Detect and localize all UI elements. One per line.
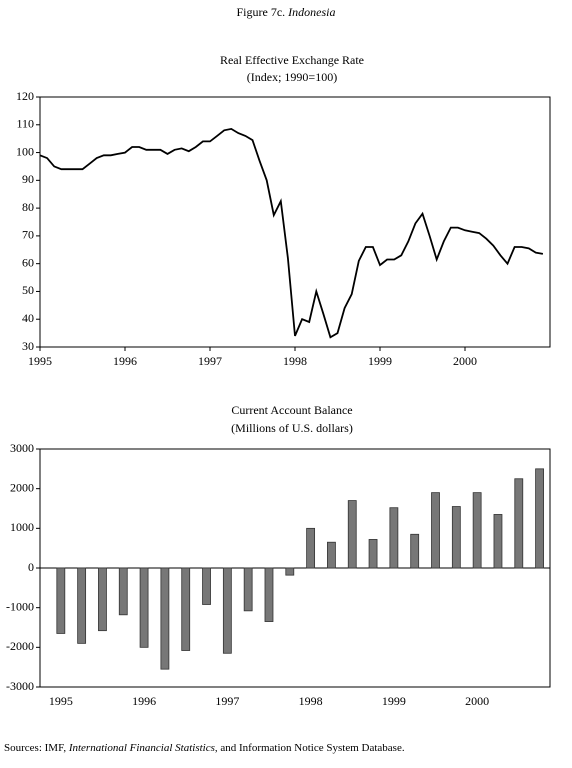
title-prefix: Figure 7c. <box>237 5 286 19</box>
y-tick-label: 60 <box>22 255 34 269</box>
x-tick-label: 1998 <box>283 354 307 368</box>
bar <box>98 567 107 632</box>
bar <box>77 567 87 644</box>
y-tick-label: -1000 <box>6 599 34 613</box>
y-tick-label: 3000 <box>10 441 34 455</box>
x-tick-label: 1995 <box>49 694 73 708</box>
bar <box>347 500 357 569</box>
chart-subtitle: (Millions of U.S. dollars) <box>231 421 353 435</box>
line-series <box>39 127 544 339</box>
bar <box>243 567 253 612</box>
bar <box>535 468 544 569</box>
x-tick-label: 1996 <box>113 354 137 368</box>
y-tick-label: 0 <box>28 560 34 574</box>
x-tick-label: 1995 <box>28 354 52 368</box>
bar <box>264 567 274 622</box>
bar <box>368 539 378 569</box>
bar <box>202 567 211 605</box>
x-tick-label: 1996 <box>132 694 156 708</box>
chart-subtitle: (Index; 1990=100) <box>247 70 337 84</box>
bar <box>514 478 524 569</box>
x-tick-label: 1998 <box>299 694 323 708</box>
chart-title: Real Effective Exchange Rate <box>220 53 364 67</box>
y-tick-label: 40 <box>22 311 34 325</box>
bar <box>222 567 232 654</box>
y-tick-label: -2000 <box>6 639 34 653</box>
y-tick-label: -3000 <box>6 679 34 693</box>
bar <box>389 507 399 569</box>
figure-title: Figure 7c. Indonesia <box>237 5 336 19</box>
bar <box>118 567 128 616</box>
title-country: Indonesia <box>287 5 335 19</box>
y-tick-label: 2000 <box>10 480 34 494</box>
y-tick-label: 70 <box>22 228 34 242</box>
chart-title: Current Account Balance <box>231 403 352 417</box>
source-note: Sources: IMF, International Financial St… <box>4 742 405 754</box>
y-tick-label: 120 <box>16 89 34 103</box>
bar <box>139 567 149 648</box>
source-prefix: Sources: IMF, <box>4 742 66 754</box>
bar <box>181 567 191 651</box>
bar <box>306 527 316 569</box>
bar <box>431 492 440 569</box>
y-tick-label: 100 <box>16 144 34 158</box>
source-italic: International Financial Statistics <box>68 742 215 754</box>
y-tick-label: 90 <box>22 172 34 186</box>
bar <box>160 567 170 670</box>
bar <box>410 533 420 569</box>
bar <box>451 506 461 569</box>
bar <box>327 541 336 569</box>
x-tick-label: 1999 <box>382 694 406 708</box>
x-tick-label: 2000 <box>453 354 477 368</box>
x-tick-label: 1999 <box>368 354 392 368</box>
bar <box>285 567 295 576</box>
bar <box>472 492 482 569</box>
y-tick-label: 80 <box>22 200 34 214</box>
y-tick-label: 30 <box>22 339 34 353</box>
x-tick-label: 2000 <box>465 694 489 708</box>
y-tick-label: 1000 <box>10 520 34 534</box>
y-tick-label: 50 <box>22 283 34 297</box>
source-suffix: , and Information Notice System Database… <box>215 742 405 754</box>
bar <box>56 567 66 634</box>
x-tick-label: 1997 <box>215 694 239 708</box>
x-tick-label: 1997 <box>198 354 222 368</box>
y-tick-label: 110 <box>16 117 34 131</box>
plot-frame <box>39 96 551 348</box>
bar <box>493 514 503 569</box>
